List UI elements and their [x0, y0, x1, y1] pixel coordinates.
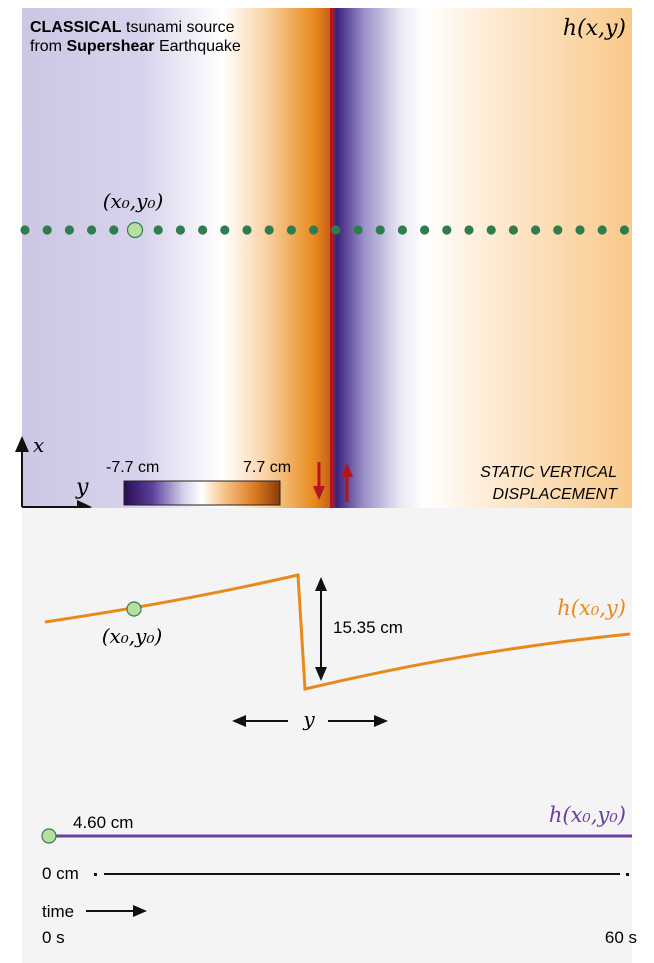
colorbar-min-label: -7.7 cm [106, 459, 159, 476]
station-dot [508, 225, 518, 235]
station-dot [309, 225, 319, 235]
time-start-label: 0 s [42, 928, 65, 947]
map-panel: CLASSICAL tsunami source from Supershear… [15, 8, 632, 514]
timeseries-point-marker [41, 828, 57, 844]
station-dot [220, 225, 230, 235]
profile-axis-label: y [302, 707, 315, 731]
station-dot [175, 225, 185, 235]
profile-panel: (x₀,y₀) h(x₀,y) 15.35 cm y [44, 573, 631, 731]
time-label: time [42, 902, 74, 921]
station-dot [20, 225, 30, 235]
baseline [94, 873, 629, 876]
station-dot [64, 225, 74, 235]
time-arrow [86, 905, 147, 917]
station-dot [486, 225, 496, 235]
mode-label-line2: DISPLACEMENT [493, 486, 619, 503]
field-label: h(x,y) [563, 16, 626, 41]
station-dot [242, 225, 252, 235]
profile-curve-label: h(x₀,y) [557, 596, 626, 620]
station-dot [531, 225, 541, 235]
station-dots [20, 225, 630, 235]
station-dot [464, 225, 474, 235]
point-label: (x₀,y₀) [103, 189, 164, 213]
lower-panel-background [22, 508, 632, 963]
station-dot [597, 225, 607, 235]
station-dot [264, 225, 274, 235]
displacement-field [22, 8, 632, 508]
station-dot [353, 225, 363, 235]
time-end-label: 60 s [605, 928, 637, 947]
station-dot [375, 225, 385, 235]
station-dot [42, 225, 52, 235]
mode-label-line1: STATIC VERTICAL [480, 464, 617, 481]
station-dot [286, 225, 296, 235]
timeseries-panel: 4.60 cm h(x₀,y₀) 0 cm time 0 s 60 s [41, 803, 637, 947]
axis-x-label: x [33, 433, 44, 457]
timeseries-curve-label: h(x₀,y₀) [549, 803, 626, 827]
jump-arrow [315, 577, 327, 681]
jump-label: 15.35 cm [333, 618, 403, 637]
station-dot [619, 225, 630, 235]
station-dot [575, 225, 585, 235]
colorbar [123, 480, 281, 506]
map-title-line1: CLASSICAL tsunami source [30, 19, 235, 36]
map-title-line2: from Supershear Earthquake [30, 38, 241, 55]
timeseries-value-label: 4.60 cm [73, 813, 133, 832]
station-dot [397, 225, 407, 235]
station-dot [198, 225, 208, 235]
point-marker [126, 221, 144, 239]
station-dot [109, 225, 119, 235]
baseline-label: 0 cm [42, 864, 79, 883]
y-direction-arrows [232, 715, 388, 727]
profile-point-marker [126, 601, 142, 617]
colorbar-max-label: 7.7 cm [243, 459, 291, 476]
station-dot [331, 225, 341, 235]
station-dot [442, 225, 452, 235]
axis-y-label: y [75, 475, 89, 500]
station-dot [153, 225, 163, 235]
profile-point-label: (x₀,y₀) [102, 624, 163, 648]
station-dot [87, 225, 97, 235]
station-dot [420, 225, 430, 235]
station-dot [553, 225, 563, 235]
slip-arrows [313, 462, 353, 502]
